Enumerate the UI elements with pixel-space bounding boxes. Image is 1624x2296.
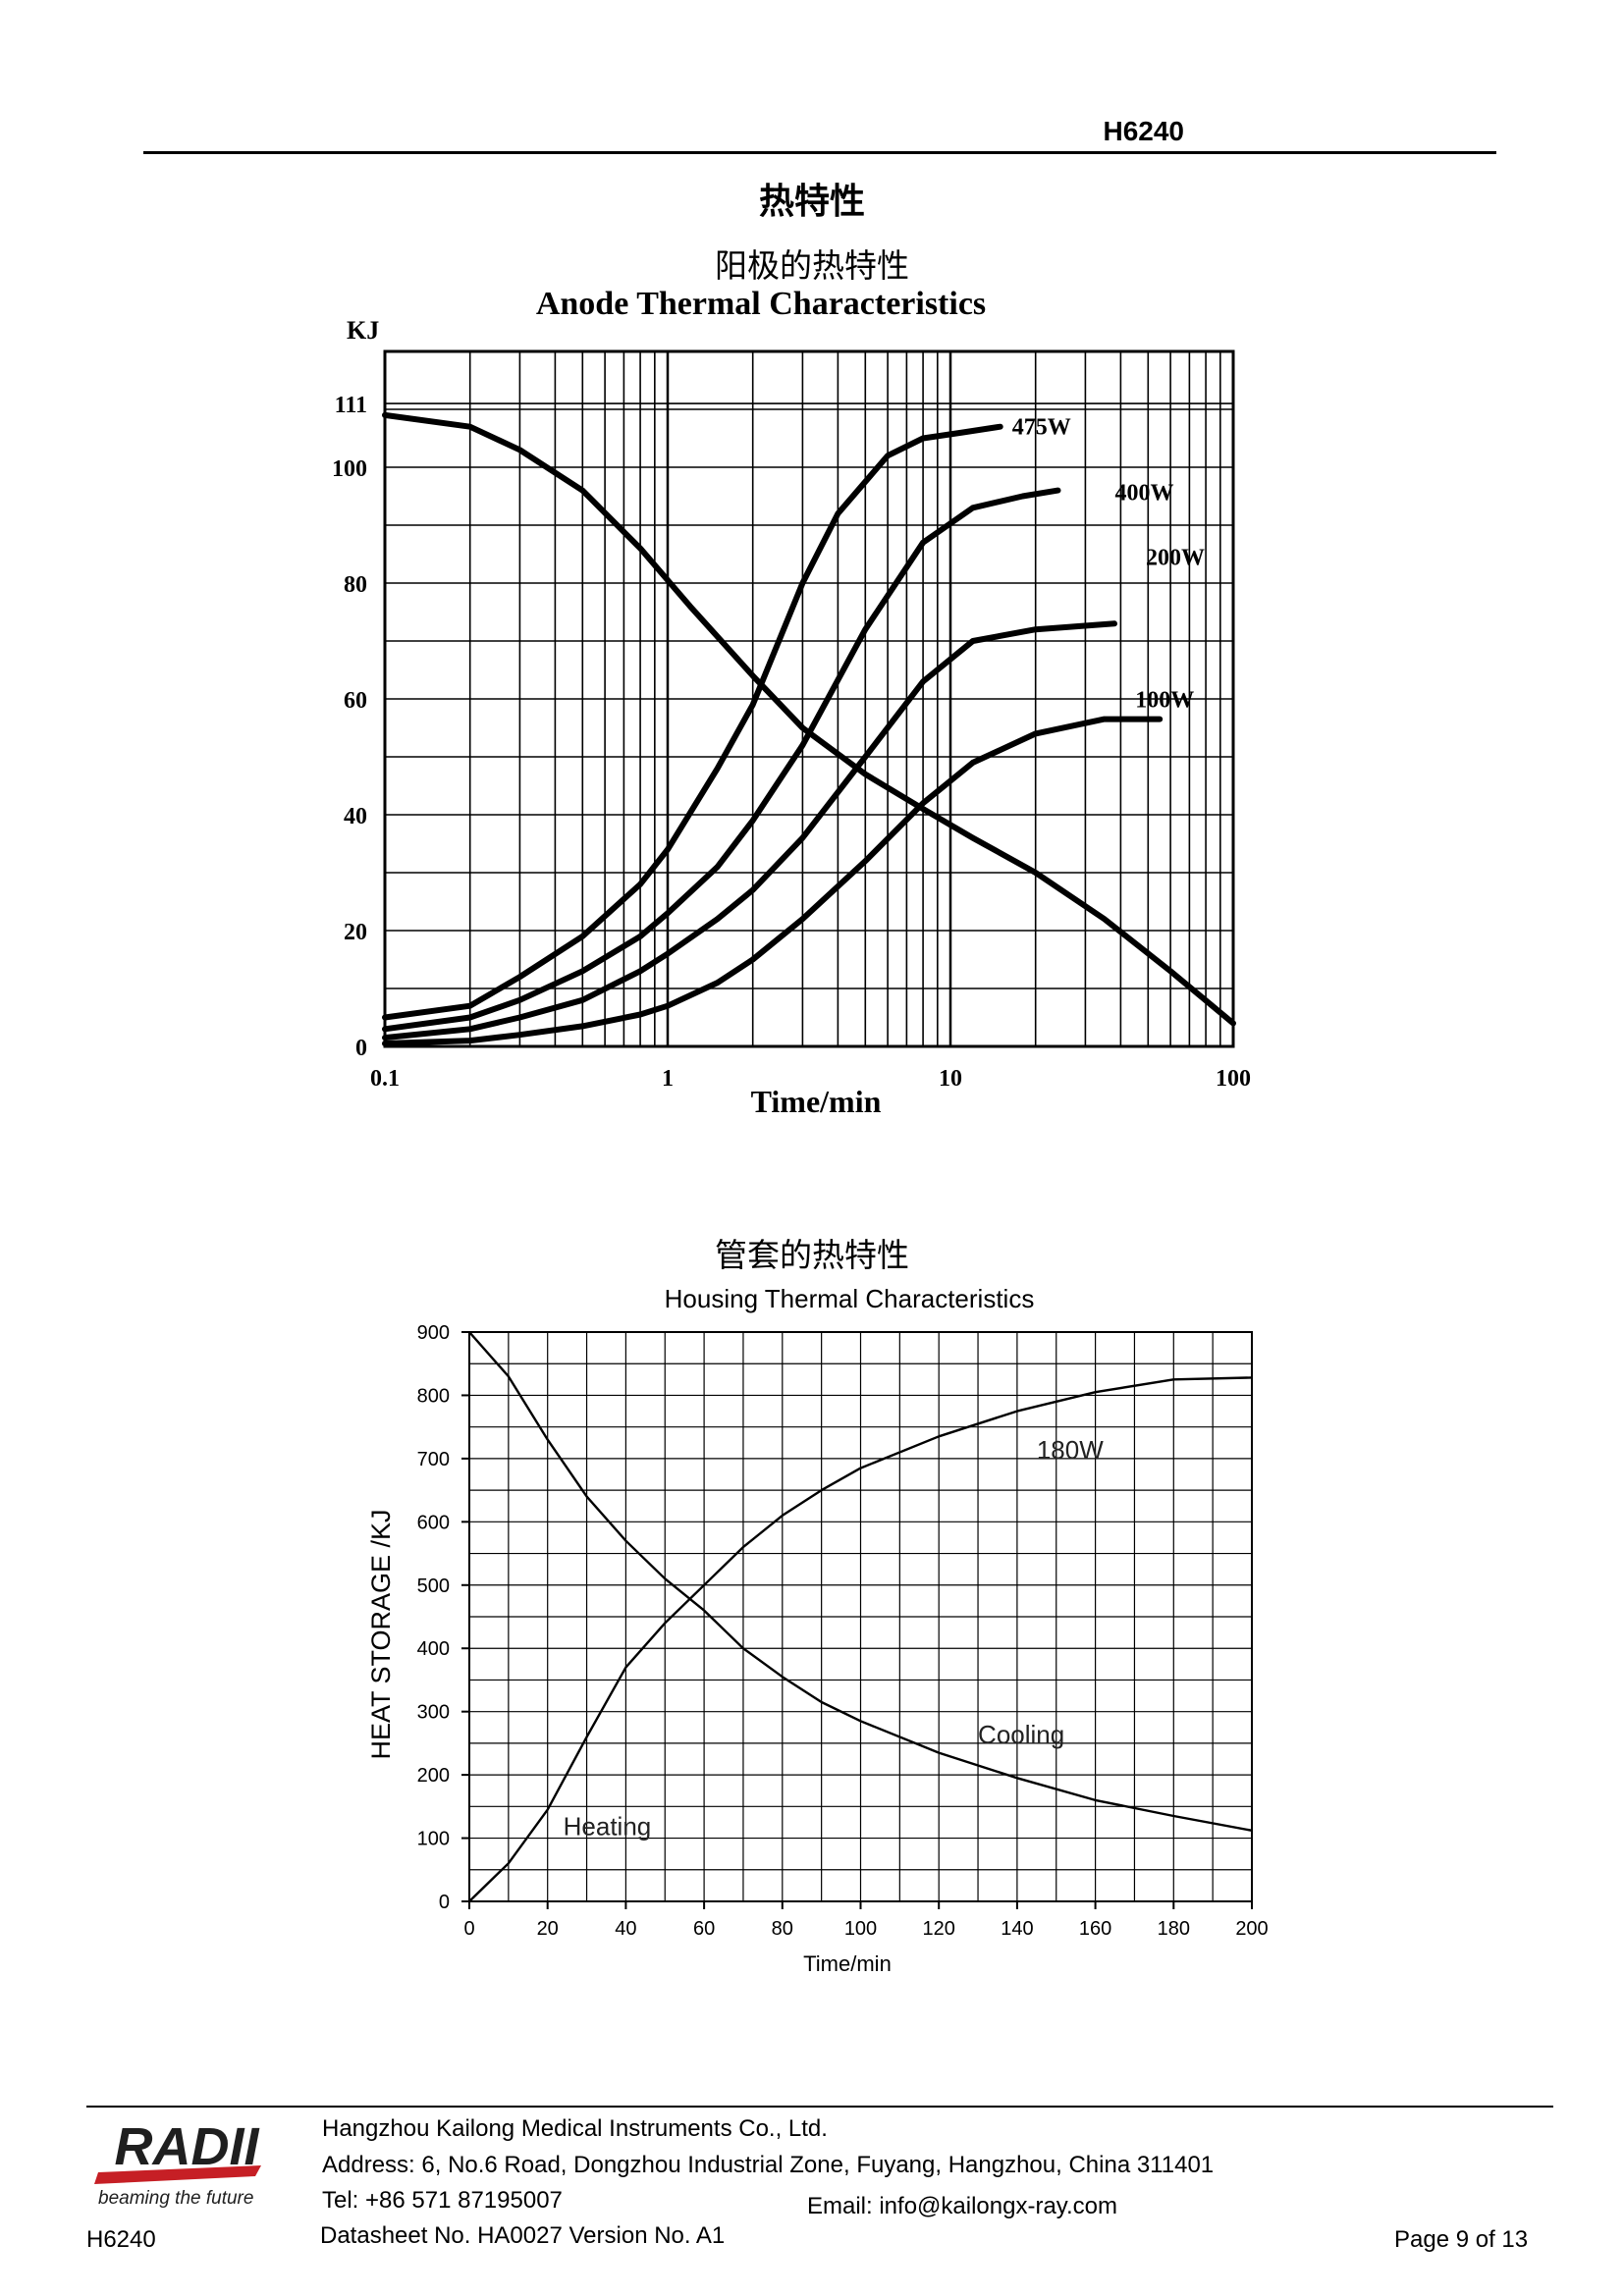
- housing-y-tick-label: 500: [417, 1575, 450, 1597]
- footer-tel: Tel: +86 571 87195007: [322, 2187, 563, 2214]
- housing-x-tick-label: 160: [1079, 1918, 1111, 1940]
- anode-series-label-475w: 475W: [1012, 415, 1071, 441]
- logo-swoosh: [94, 2165, 261, 2184]
- logo-wordmark: RADII: [115, 2117, 260, 2176]
- housing-x-tick-label: 100: [844, 1918, 877, 1940]
- doc-code: H6240: [1103, 116, 1184, 146]
- housing-chart-title: Housing Thermal Characteristics: [665, 1284, 1035, 1313]
- anode-y-tick-label: 40: [344, 804, 367, 829]
- anode-y-tick-label: 0: [355, 1036, 367, 1061]
- anode-y-tick-label: 100: [332, 456, 367, 482]
- housing-series-heating: [468, 1376, 1253, 1902]
- anode-thermal-chart: Anode Thermal Characteristics KJ 0 20 40 60…: [332, 286, 1251, 1119]
- housing-chart-caption: 管套的热特性: [715, 1236, 909, 1274]
- anode-series-label-100w: 100W: [1135, 688, 1194, 714]
- logo-tagline: beaming the future: [98, 2188, 253, 2209]
- housing-thermal-chart: Housing Thermal Characteristics HEAT STO…: [366, 1284, 1269, 1976]
- housing-x-tick-label: 0: [463, 1918, 474, 1940]
- anode-x-tick-label: 1: [662, 1066, 674, 1092]
- housing-series-cooling: [468, 1331, 1253, 1832]
- housing-x-tick-label: 20: [537, 1918, 559, 1940]
- anode-y-axis-label: KJ: [347, 316, 379, 345]
- housing-y-tick-label: 800: [417, 1385, 450, 1407]
- footer-rule: [86, 2106, 1553, 2108]
- anode-series-400w: [382, 487, 1061, 1033]
- housing-y-tick-label: 100: [417, 1829, 450, 1850]
- anode-x-tick-label: 10: [939, 1066, 962, 1092]
- housing-y-tick-label: 700: [417, 1449, 450, 1470]
- anode-series-475w: [382, 423, 1003, 1021]
- anode-x-axis-label: Time/min: [751, 1084, 882, 1119]
- anode-chart-title: Anode Thermal Characteristics: [536, 286, 986, 322]
- housing-series-label-heating: Heating: [564, 1811, 652, 1841]
- housing-y-axis-label: HEAT STORAGE /KJ: [366, 1509, 396, 1759]
- housing-x-tick-label: 40: [615, 1918, 636, 1940]
- housing-y-tick-label: 300: [417, 1702, 450, 1724]
- header-rule: [143, 151, 1496, 154]
- footer-page-number: Page 9 of 13: [1394, 2226, 1529, 2253]
- footer-doc-code: H6240: [86, 2226, 156, 2253]
- housing-x-tick-label: 120: [923, 1918, 955, 1940]
- housing-y-tick-label: 400: [417, 1638, 450, 1660]
- footer-email: Email: info@kailongx-ray.com: [807, 2193, 1118, 2219]
- housing-series-label-cooling: Cooling: [978, 1720, 1064, 1749]
- housing-y-tick-label: 200: [417, 1765, 450, 1787]
- anode-series-label-200w: 200W: [1146, 545, 1205, 570]
- housing-x-axis-label: Time/min: [803, 1951, 892, 1976]
- anode-chart-caption: 阳极的热特性: [715, 246, 909, 285]
- housing-x-tick-label: 60: [693, 1918, 715, 1940]
- housing-y-tick-label: 600: [417, 1512, 450, 1533]
- anode-series-cooling: [382, 411, 1236, 1027]
- housing-x-tick-label: 200: [1235, 1918, 1268, 1940]
- anode-x-tick-label: 100: [1216, 1066, 1251, 1092]
- footer-datasheet: Datasheet No. HA0027 Version No. A1: [320, 2222, 726, 2249]
- housing-x-tick-label: 180: [1158, 1918, 1190, 1940]
- anode-y-tick-label: 111: [335, 393, 367, 418]
- housing-x-tick-label: 80: [772, 1918, 793, 1940]
- radii-logo: RADII beaming the future: [94, 2117, 261, 2209]
- anode-series-200w: [382, 620, 1117, 1041]
- anode-y-tick-label: 20: [344, 920, 367, 945]
- anode-series-label-400w: 400W: [1115, 481, 1174, 507]
- housing-y-tick-label: 0: [439, 1892, 450, 1913]
- section-title: 热特性: [758, 182, 865, 222]
- footer-address: Address: 6, No.6 Road, Dongzhou Industri…: [322, 2152, 1215, 2178]
- housing-annotation-180w: 180W: [1037, 1435, 1104, 1465]
- housing-x-tick-label: 140: [1001, 1918, 1033, 1940]
- anode-series-100w: [382, 716, 1164, 1046]
- anode-x-tick-label: 0.1: [370, 1066, 400, 1092]
- footer-company: Hangzhou Kailong Medical Instruments Co.…: [322, 2115, 828, 2142]
- anode-y-tick-label: 80: [344, 572, 367, 598]
- anode-y-tick-label: 60: [344, 688, 367, 714]
- housing-y-tick-label: 900: [417, 1322, 450, 1344]
